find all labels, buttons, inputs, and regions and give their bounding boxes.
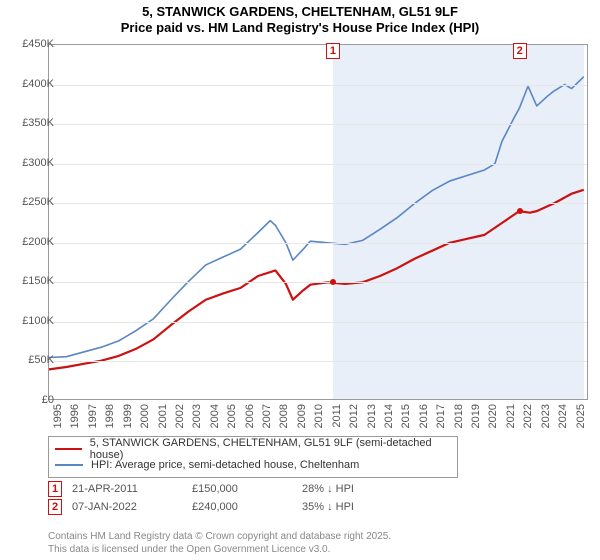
- sale-row-price: £240,000: [192, 501, 292, 513]
- legend-box: 5, STANWICK GARDENS, CHELTENHAM, GL51 9L…: [48, 436, 458, 478]
- gridline-h: [49, 85, 587, 86]
- sale-row: 2 07-JAN-2022 £240,000 35% ↓ HPI: [48, 498, 422, 516]
- legend-label: 5, STANWICK GARDENS, CHELTENHAM, GL51 9L…: [90, 437, 451, 461]
- gridline-h: [49, 203, 587, 204]
- y-tick-label: £100K: [10, 315, 54, 327]
- attribution-line2: This data is licensed under the Open Gov…: [48, 544, 391, 557]
- sale-row-date: 21-APR-2011: [72, 483, 182, 495]
- chart-svg: [49, 45, 589, 401]
- sale-row-pct: 35% ↓ HPI: [302, 501, 422, 513]
- plot-region: 12: [48, 44, 588, 400]
- y-tick-label: £150K: [10, 275, 54, 287]
- series-hpi: [49, 77, 584, 358]
- sale-dot-2: [517, 208, 523, 214]
- chart-area: 12: [48, 44, 588, 400]
- gridline-h: [49, 322, 587, 323]
- gridline-h: [49, 243, 587, 244]
- gridline-h: [49, 164, 587, 165]
- title-subtitle: Price paid vs. HM Land Registry's House …: [0, 20, 600, 35]
- y-tick-label: £350K: [10, 117, 54, 129]
- sale-row-marker: 2: [48, 499, 62, 515]
- sale-row-pct: 28% ↓ HPI: [302, 483, 422, 495]
- sale-row-marker: 1: [48, 481, 62, 497]
- x-tick-label: 2025: [575, 404, 600, 428]
- gridline-h: [49, 361, 587, 362]
- sale-row: 1 21-APR-2011 £150,000 28% ↓ HPI: [48, 480, 422, 498]
- legend-swatch: [55, 464, 83, 466]
- sales-table: 1 21-APR-2011 £150,000 28% ↓ HPI 2 07-JAN-202…: [48, 480, 422, 516]
- y-tick-label: £300K: [10, 157, 54, 169]
- sale-marker-2: 2: [513, 43, 527, 59]
- sale-row-date: 07-JAN-2022: [72, 501, 182, 513]
- y-tick-label: £200K: [10, 236, 54, 248]
- gridline-h: [49, 282, 587, 283]
- attribution-line1: Contains HM Land Registry data © Crown c…: [48, 531, 391, 544]
- y-tick-label: £0: [10, 394, 54, 406]
- series-price_paid: [49, 190, 584, 370]
- y-tick-label: £250K: [10, 196, 54, 208]
- sale-row-price: £150,000: [192, 483, 292, 495]
- y-tick-label: £50K: [10, 354, 54, 366]
- title-block: 5, STANWICK GARDENS, CHELTENHAM, GL51 9L…: [0, 0, 600, 35]
- chart-container: 5, STANWICK GARDENS, CHELTENHAM, GL51 9L…: [0, 0, 600, 560]
- sale-marker-1: 1: [326, 43, 340, 59]
- legend-row: 5, STANWICK GARDENS, CHELTENHAM, GL51 9L…: [55, 441, 451, 457]
- attribution: Contains HM Land Registry data © Crown c…: [48, 531, 391, 556]
- y-tick-label: £450K: [10, 38, 54, 50]
- legend-label: HPI: Average price, semi-detached house,…: [91, 459, 359, 471]
- gridline-h: [49, 124, 587, 125]
- title-address: 5, STANWICK GARDENS, CHELTENHAM, GL51 9L…: [0, 4, 600, 19]
- y-tick-label: £400K: [10, 78, 54, 90]
- legend-swatch: [55, 448, 82, 450]
